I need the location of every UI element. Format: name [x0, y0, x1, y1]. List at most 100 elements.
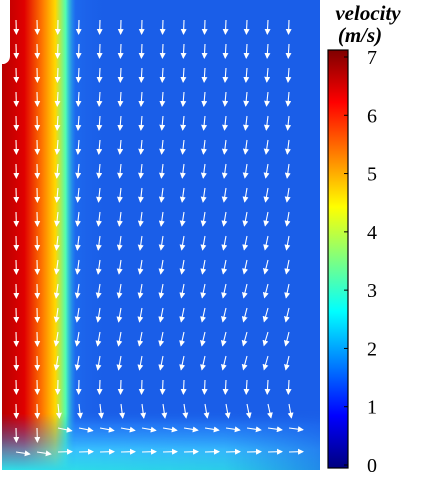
velocity-arrow [241, 307, 248, 323]
velocity-arrow [182, 403, 189, 419]
wall-jet [2, 0, 76, 470]
velocity-arrow [288, 426, 304, 433]
velocity-arrow [264, 379, 271, 395]
velocity-arrow [95, 235, 102, 251]
velocity-arrow [138, 139, 145, 155]
velocity-arrow [200, 187, 207, 203]
velocity-arrow [57, 426, 73, 433]
velocity-arrow [243, 379, 250, 395]
velocity-arrow [262, 283, 269, 299]
velocity-arrow [116, 355, 123, 371]
velocity-arrow [222, 67, 229, 83]
velocity-arrow [200, 259, 207, 275]
velocity-arrow [264, 43, 271, 59]
velocity-arrow [158, 259, 165, 275]
velocity-arrow [96, 163, 103, 179]
velocity-arrow [263, 211, 270, 227]
velocity-arrow [54, 43, 61, 59]
velocity-arrow [137, 187, 144, 203]
velocity-arrow [74, 235, 81, 251]
velocity-arrow [179, 211, 186, 227]
velocity-arrow [200, 163, 207, 179]
velocity-arrow [180, 67, 187, 83]
velocity-arrow [55, 403, 62, 419]
velocity-arrow [159, 19, 166, 35]
velocity-arrow [96, 187, 103, 203]
velocity-arrow [179, 307, 186, 323]
velocity-arrow [137, 259, 144, 275]
velocity-arrow [116, 331, 123, 347]
velocity-arrow [140, 403, 147, 419]
velocity-arrow [54, 91, 61, 107]
velocity-arrow [201, 43, 208, 59]
velocity-arrow [138, 43, 145, 59]
velocity-arrow [200, 331, 206, 347]
inlet-notch [0, 0, 10, 64]
colorbar-tick-label: 2 [367, 338, 377, 360]
colorbar-tick-label: 1 [367, 397, 377, 419]
velocity-arrow [222, 19, 229, 35]
velocity-arrow [179, 235, 186, 251]
velocity-arrow [243, 91, 250, 107]
velocity-arrow [137, 211, 144, 227]
velocity-arrow [220, 331, 227, 347]
velocity-arrow [96, 115, 103, 131]
velocity-arrow [179, 283, 186, 299]
velocity-arrow [224, 403, 231, 419]
velocity-arrow [242, 259, 249, 275]
velocity-arrow [137, 235, 144, 251]
velocity-arrow [242, 187, 249, 203]
colorbar-scale [327, 49, 349, 469]
velocity-arrow [54, 67, 61, 83]
velocity-arrow [180, 43, 187, 59]
velocity-arrow [201, 19, 208, 35]
velocity-arrow [263, 187, 270, 203]
velocity-arrow [200, 139, 207, 155]
velocity-arrow [95, 211, 102, 227]
velocity-arrow [284, 163, 291, 179]
velocity-arrow [138, 67, 145, 83]
velocity-arrow [75, 91, 82, 107]
velocity-arrow [119, 403, 126, 419]
velocity-arrow [117, 139, 124, 155]
velocity-arrow [222, 43, 229, 59]
velocity-vectors [13, 19, 304, 457]
velocity-arrow [200, 355, 206, 371]
velocity-arrow [222, 379, 229, 395]
velocity-arrow [263, 139, 270, 155]
velocity-arrow [74, 259, 81, 275]
velocity-arrow [159, 91, 166, 107]
velocity-arrow [242, 115, 249, 131]
velocity-arrow [137, 283, 144, 299]
velocity-arrow [53, 307, 60, 323]
velocity-arrow [180, 19, 187, 35]
velocity-arrow [284, 235, 291, 251]
velocity-arrow [183, 426, 199, 433]
velocity-arrow [158, 355, 165, 371]
velocity-arrow [221, 307, 227, 323]
velocity-arrow [96, 43, 103, 59]
velocity-arrow [74, 307, 81, 323]
velocity-arrow [285, 43, 292, 59]
colorbar-tick-label: 7 [367, 47, 377, 69]
velocity-arrow [242, 163, 249, 179]
velocity-arrow [200, 283, 207, 299]
velocity-arrow [117, 163, 124, 179]
velocity-arrow [179, 163, 186, 179]
velocity-arrow [283, 331, 290, 347]
velocity-arrow [285, 67, 292, 83]
velocity-arrow [284, 307, 290, 323]
velocity-arrow [15, 450, 31, 457]
velocity-arrow [158, 283, 165, 299]
velocity-arrow [158, 307, 165, 323]
velocity-arrow [221, 259, 228, 275]
colorbar-tick-label: 4 [367, 222, 377, 244]
velocity-arrow [138, 163, 145, 179]
velocity-arrow [221, 235, 228, 251]
velocity-arrow [285, 19, 292, 35]
velocity-arrow [158, 235, 165, 251]
velocity-arrow [117, 115, 124, 131]
velocity-arrow [53, 283, 60, 299]
velocity-arrow [221, 139, 228, 155]
